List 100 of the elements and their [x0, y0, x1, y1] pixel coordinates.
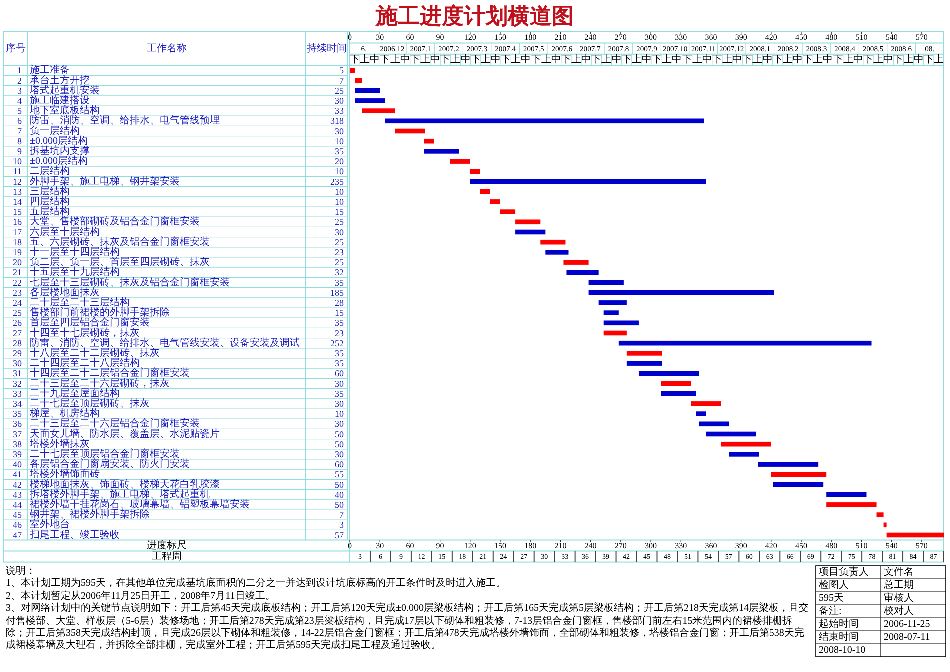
- text: 595天: [819, 593, 844, 604]
- bar: [696, 412, 706, 416]
- bar: [886, 532, 944, 538]
- data-label: 30: [335, 96, 344, 106]
- x-tick-label: 150: [494, 541, 507, 550]
- bar: [598, 300, 627, 306]
- bar: [516, 220, 541, 225]
- y-tick-label: 七层至十三层砌砖、抹灰及铝合金门窗框安装: [30, 276, 230, 288]
- bar: [395, 128, 426, 134]
- text: 上: [934, 54, 944, 66]
- text: 备注:: [819, 605, 842, 617]
- data-label: 10: [335, 196, 344, 207]
- text: 项目负责人: [819, 566, 869, 578]
- bar: [385, 118, 704, 124]
- text: 中: [702, 54, 712, 66]
- text: 中: [762, 54, 773, 66]
- bar: [721, 442, 772, 447]
- bar: [355, 88, 380, 94]
- data-label: 50: [335, 480, 344, 490]
- x2-tick-label: 510: [856, 33, 868, 42]
- y-tick-label: 二十层至二十三层结构: [30, 296, 130, 308]
- text: 上: [450, 54, 461, 66]
- data-label: 10: [335, 166, 344, 177]
- text: 上: [480, 54, 491, 66]
- text: 下: [924, 54, 934, 66]
- text: 上: [390, 54, 400, 66]
- y-tick-label: 拆基坑内支撑: [29, 144, 90, 157]
- bar: [604, 310, 619, 316]
- text: 下: [863, 54, 874, 66]
- data-label: 23: [335, 247, 344, 258]
- y-tick-label: 梯屋、机房结构: [29, 408, 100, 420]
- bar: [362, 108, 396, 114]
- text: 中: [490, 54, 501, 66]
- text: 中: [551, 54, 562, 66]
- y-tick-label: 天面女儿墙、防水层、覆盖层、水泥贴瓷片: [30, 428, 220, 440]
- bar: [424, 138, 434, 144]
- y-tick-label: 十四层至二十二层铝合金门窗框安装: [30, 367, 190, 380]
- bar: [564, 260, 589, 265]
- data-label: 35: [335, 278, 344, 288]
- y2-tick-label: 24: [13, 298, 22, 308]
- bar: [470, 169, 480, 174]
- y2-tick-label: 10: [13, 156, 22, 167]
- data-label: 235: [330, 176, 344, 187]
- data-label: 35: [335, 318, 344, 328]
- bar: [588, 280, 624, 286]
- x-tick-label: 300: [645, 541, 658, 550]
- data-label: 7: [340, 510, 344, 520]
- data-label: 55: [335, 470, 344, 480]
- y2-tick-label: 36: [13, 419, 22, 430]
- x2-tick-label: 180: [524, 33, 537, 42]
- bar: [661, 381, 692, 386]
- x-tick-label: 450: [796, 541, 808, 550]
- data-label: 30: [335, 126, 344, 136]
- text: 中: [400, 54, 410, 66]
- bar: [758, 462, 819, 467]
- x-tick-label: 210: [554, 541, 567, 550]
- y2-tick-label: 13: [13, 186, 22, 197]
- y-axis-title: 工作名称: [147, 42, 187, 54]
- bar: [490, 200, 501, 204]
- text: 2008-07-11: [884, 632, 930, 643]
- text: 2、本计划暂定从2006年11月25日开工，2008年7月11日竣工。: [6, 590, 276, 602]
- data-label: 10: [335, 409, 344, 420]
- y2-tick-label: 19: [13, 247, 22, 258]
- y-tick-label: 二十九层至屋面结构: [30, 387, 120, 400]
- y2-tick-label: 43: [13, 490, 22, 500]
- x2-tick-label: 60: [406, 33, 414, 42]
- y-tick-label: 二十三层至二十六层铝合金门窗框安装: [30, 418, 200, 430]
- x-tick-label: 180: [524, 541, 537, 550]
- bar: [500, 210, 516, 214]
- bar: [876, 512, 884, 518]
- bar: [661, 391, 696, 396]
- bar: [350, 68, 356, 74]
- y2-tick-label: 18: [13, 237, 22, 248]
- data-label: 15: [335, 308, 344, 318]
- text: 上: [511, 54, 522, 66]
- bar: [826, 492, 867, 498]
- data-label: 60: [335, 460, 344, 470]
- text: 下: [592, 54, 602, 66]
- y2-tick-label: 29: [13, 348, 22, 358]
- text: 中: [823, 54, 834, 66]
- y2-tick-label: 8: [18, 136, 22, 146]
- text: 1、本计划工期为595天，在其他单位完成基坑底面积的二分之一并达到设计坑底标高的开工条件时及时进入施工。: [6, 578, 507, 590]
- y2-tick-label: 27: [13, 328, 22, 338]
- data-label: 25: [335, 258, 344, 268]
- bar: [470, 179, 706, 184]
- x-tick-label: 30: [376, 541, 384, 550]
- bar: [516, 230, 546, 235]
- data-label: 28: [335, 298, 344, 308]
- bar: [604, 330, 627, 336]
- y2-tick-label: 34: [13, 398, 22, 409]
- text: 下: [803, 54, 814, 66]
- text: 上: [632, 54, 642, 66]
- y-tick-label: 扫尾工程、竣工验收: [29, 528, 120, 541]
- text: 上: [782, 54, 793, 66]
- y-tick-label: 裙楼外墙干挂花岗石、玻璃幕墙、铝塑板幕墙安装: [30, 498, 250, 510]
- y-tick-label: 外脚手架、施工电梯、钢井架安装: [30, 175, 180, 188]
- text: 下: [501, 54, 512, 66]
- data-label: 35: [335, 358, 344, 369]
- text: 中: [612, 54, 622, 66]
- y-tick-label: 施工准备: [30, 64, 70, 76]
